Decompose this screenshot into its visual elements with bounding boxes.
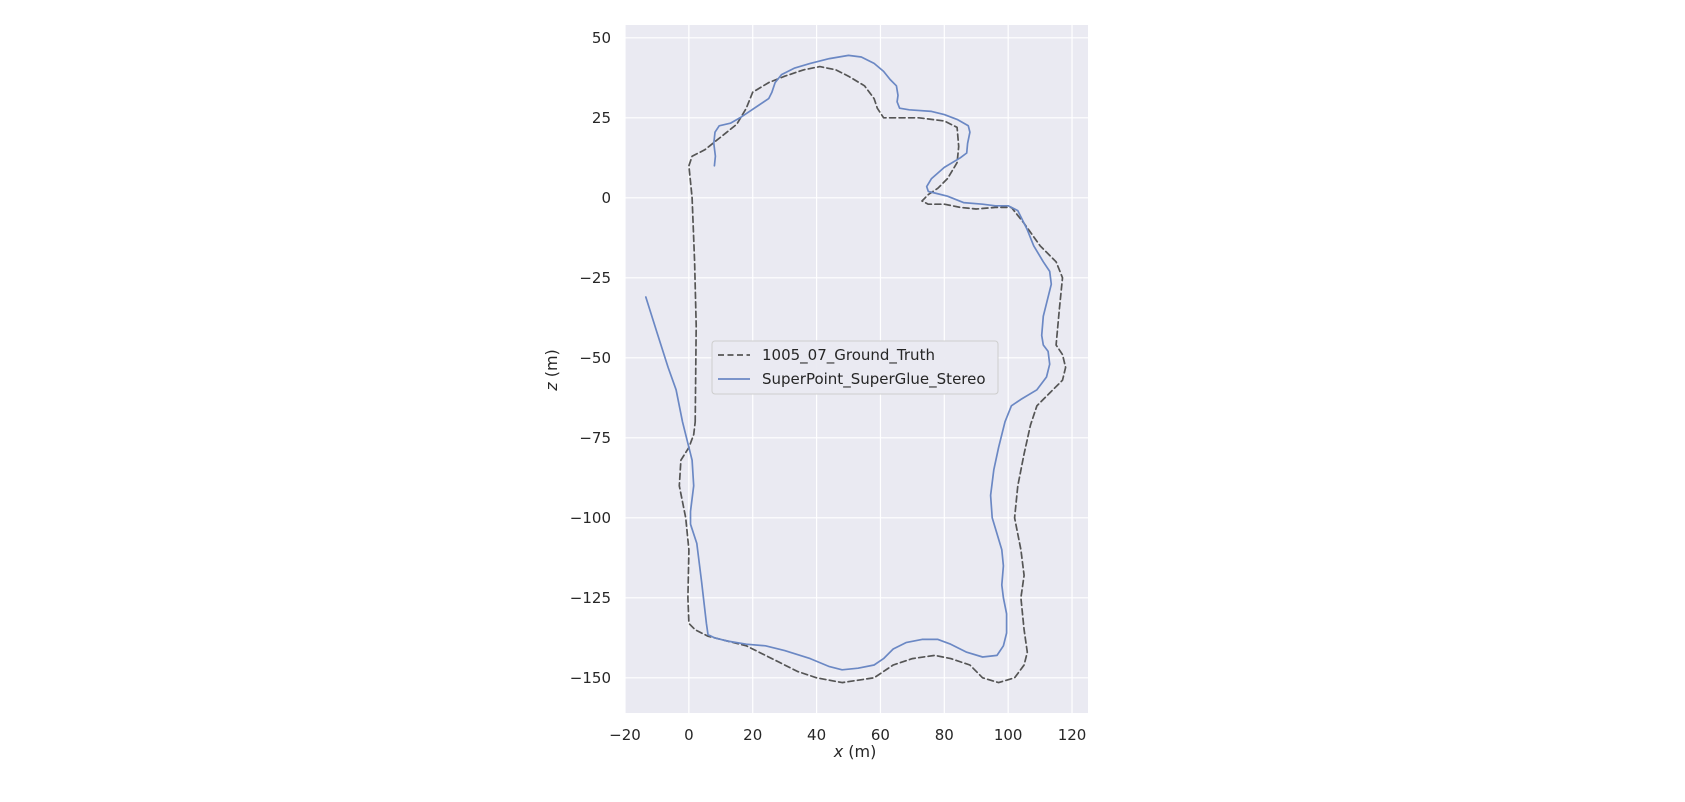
y-tick-label: −125 [570,589,611,607]
y-axis-label: z (m) [542,349,561,392]
y-tick-label: −50 [579,349,611,367]
ticks-layer: −20 0 20 40 60 80 100 120 50 25 0 −25 −50 −75 −100 −125… [570,29,1087,744]
x-tick-label: 100 [994,726,1023,744]
y-tick-label: −100 [570,509,611,527]
y-tick-label: −75 [579,429,611,447]
x-tick-label: 40 [807,726,826,744]
x-tick-label: 80 [935,726,954,744]
x-tick-label: 60 [871,726,890,744]
y-tick-label: 50 [592,29,611,47]
legend-frame [711,340,999,395]
y-tick-label: 25 [592,109,611,127]
y-tick-label: −150 [570,669,611,687]
y-tick-label: 0 [601,189,611,207]
x-tick-label: 0 [684,726,694,744]
legend-label-ground-truth: 1005_07_Ground_Truth [762,346,935,365]
x-axis-label: x (m) [833,742,877,761]
x-tick-label: 120 [1058,726,1087,744]
x-tick-label: 20 [743,726,762,744]
x-tick-label: −20 [609,726,641,744]
series-line-superpoint-superglue [644,54,1053,671]
y-tick-label: −25 [579,269,611,287]
series-layer [644,54,1067,684]
legend: 1005_07_Ground_Truth SuperPoint_SuperGlu… [711,340,999,395]
legend-label-superpoint: SuperPoint_SuperGlue_Stereo [762,370,986,389]
plot-area [624,25,1088,713]
series-line-ground-truth [678,65,1067,684]
